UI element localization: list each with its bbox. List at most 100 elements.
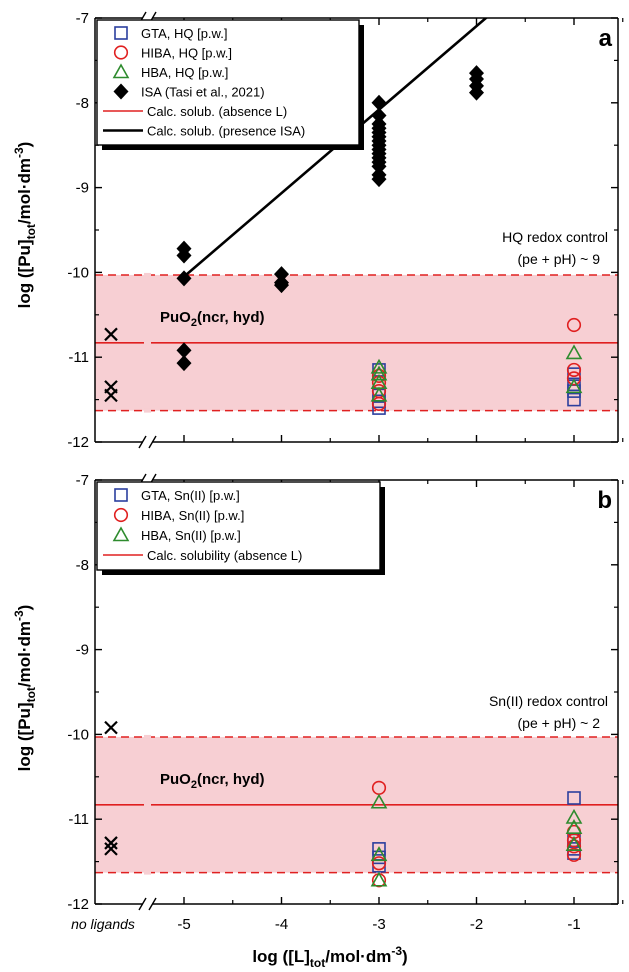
legend-entry: ISA (Tasi et al., 2021) — [113, 83, 265, 100]
legend-entry: GTA, HQ [p.w.] — [114, 26, 227, 41]
x-tick-label: -3 — [372, 916, 385, 933]
legend-entry: HIBA, Sn(II) [p.w.] — [113, 507, 244, 523]
legend-label: GTA, HQ [p.w.] — [141, 26, 227, 41]
data-point-diamond — [371, 171, 387, 188]
series-triangle — [370, 793, 583, 887]
data-point-circle — [566, 371, 582, 386]
break-gap — [144, 408, 151, 413]
data-point-circle — [566, 317, 582, 333]
legend-entry: Calc. solub. (absence L) — [103, 104, 287, 119]
data-point-circle — [566, 847, 582, 862]
data-point-circle — [566, 839, 582, 854]
data-point-triangle — [370, 358, 388, 374]
legend-marker-triangle — [112, 526, 130, 542]
data-point-circle — [371, 856, 387, 871]
data-point-triangle — [370, 846, 388, 862]
data-point-diamond — [469, 84, 484, 101]
data-point-diamond — [176, 247, 192, 264]
data-point-diamond — [371, 120, 387, 137]
break-gap — [144, 734, 151, 739]
x-mark-stroke — [104, 327, 118, 342]
panel-a: -7 -8 -9 -10 -11 -12 HQ redox control (pe + pH)… — [67, 10, 624, 451]
data-point-square — [567, 392, 581, 407]
legend-label: Calc. solub. (absence L) — [147, 104, 287, 119]
y-tick-label: -8 — [76, 95, 89, 112]
no-ligand-point — [104, 720, 118, 735]
x-axis-title: log ([L]tot/mol·dm-3) — [252, 944, 407, 970]
data-point-diamond — [371, 94, 387, 111]
data-point-triangle — [565, 344, 583, 360]
data-point-triangle — [370, 386, 388, 402]
no-ligands-label: no ligands — [71, 916, 135, 932]
y-tick-label: -8 — [76, 557, 89, 574]
y-tick-label: -9 — [76, 642, 89, 659]
data-point-triangle — [565, 819, 583, 834]
data-point-diamond — [371, 141, 387, 158]
x-tick-label: -1 — [567, 916, 580, 933]
legend-entry: GTA, Sn(II) [p.w.] — [114, 488, 240, 503]
data-point-circle — [371, 368, 387, 383]
y-axis-title-a: log ([Pu]tot/mol·dm-3) — [12, 142, 38, 309]
data-point-square — [372, 401, 386, 415]
no-ligand-point — [104, 327, 118, 342]
phase-label: PuO2(ncr, hyd) — [160, 309, 264, 329]
data-point-triangle — [565, 378, 583, 394]
no-ligand-point — [104, 842, 118, 856]
y-axis-title-b: log ([Pu]tot/mol·dm-3) — [12, 605, 38, 772]
x-tick-label: -2 — [470, 916, 483, 933]
axis-break-mark — [148, 435, 157, 449]
legend-label: Calc. solub. (presence ISA) — [147, 124, 305, 139]
axis-break-mark — [138, 897, 147, 911]
series-diamond — [176, 65, 484, 372]
data-point-diamond — [176, 270, 192, 287]
redox-label-line2: (pe + pH) ~ 2 — [518, 715, 601, 731]
legend-marker-square — [114, 26, 128, 40]
y-tick-label: -12 — [67, 896, 89, 913]
x-mark-stroke — [104, 388, 118, 403]
redox-label-line2: (pe + pH) ~ 9 — [518, 251, 601, 267]
data-point-circle — [371, 396, 387, 411]
y-tick-label: -10 — [67, 264, 89, 281]
y-tick-label: -7 — [76, 472, 89, 489]
legend-marker-circle — [113, 45, 129, 60]
break-gap — [144, 802, 151, 807]
legend-entry: HBA, Sn(II) [p.w.] — [112, 526, 241, 543]
legend-marker-diamond — [113, 83, 129, 100]
data-point-diamond — [274, 266, 289, 283]
no-ligand-point — [104, 836, 118, 850]
legend-entry: Calc. solub. (presence ISA) — [103, 124, 305, 139]
x-tick-labels: -5 -4 -3 -2 -1 — [177, 916, 580, 933]
redox-label-line1: Sn(II) redox control — [489, 693, 608, 709]
axis-break-mark — [138, 435, 147, 449]
data-point-diamond — [371, 158, 387, 175]
data-point-triangle — [370, 871, 388, 887]
y-tick-label: -10 — [67, 726, 89, 743]
y-tick-label: -12 — [67, 434, 89, 451]
legend-label: HBA, Sn(II) [p.w.] — [141, 528, 241, 543]
panel-b: -7 -8 -9 -10 -11 -12 Sn(II) redox control (pe +… — [67, 472, 624, 913]
x-mark-stroke — [104, 720, 118, 735]
panel-label: a — [599, 25, 613, 52]
data-point-circle — [566, 833, 582, 848]
data-point-triangle — [370, 793, 388, 809]
x-tick-label: -5 — [177, 916, 190, 933]
redox-label-line1: HQ redox control — [502, 229, 608, 245]
legend-label: HBA, HQ [p.w.] — [141, 65, 228, 80]
y-tick-label: -11 — [68, 811, 89, 828]
data-point-triangle — [565, 836, 583, 851]
data-point-circle — [566, 362, 582, 378]
x-mark-stroke — [104, 842, 118, 856]
y-tick-label: -7 — [76, 10, 89, 27]
legend-entry: HBA, HQ [p.w.] — [112, 63, 228, 80]
legend-marker-triangle — [112, 63, 130, 79]
legend-marker-circle — [113, 507, 129, 523]
legend-label: ISA (Tasi et al., 2021) — [141, 85, 265, 100]
data-point-square — [567, 791, 581, 805]
panel-label: b — [597, 487, 612, 514]
y-tick-label: -9 — [76, 180, 89, 197]
data-point-diamond — [176, 355, 192, 372]
series-triangle — [370, 344, 583, 402]
x-mark-stroke — [104, 836, 118, 850]
legend-entry: HIBA, HQ [p.w.] — [113, 45, 232, 61]
